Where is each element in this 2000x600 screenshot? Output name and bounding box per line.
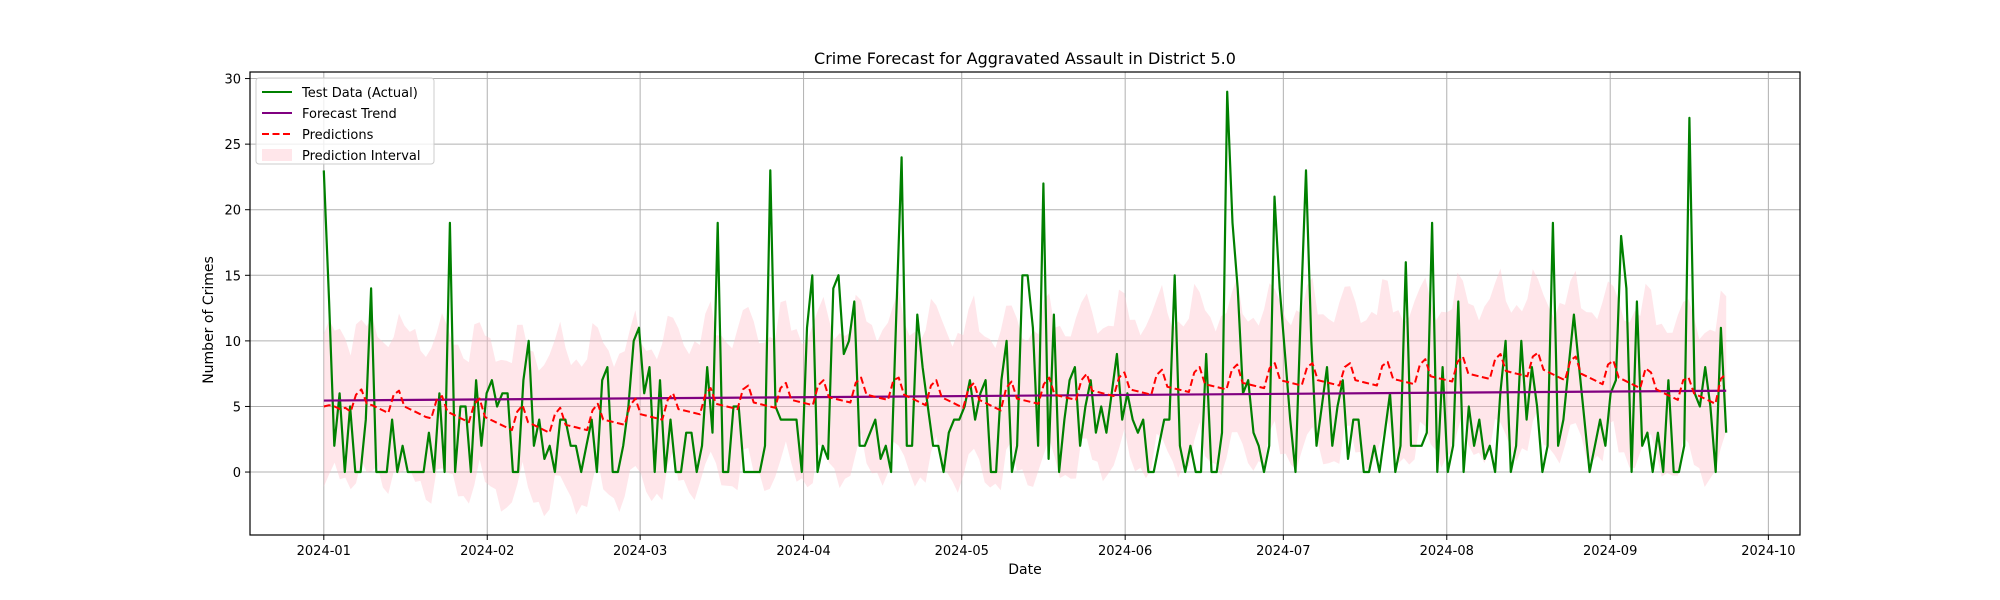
actual-series-line (322, 90, 1728, 474)
x-axis-label: Date (1008, 562, 1041, 578)
legend-item-interval: Prediction Interval (262, 149, 421, 164)
y-tick-label: 0 (233, 466, 241, 481)
y-tick-label: 25 (224, 138, 241, 153)
x-tick-label: 2024-06 (1098, 544, 1152, 559)
y-tick-label: 10 (224, 335, 241, 350)
y-tick-label: 20 (224, 204, 241, 219)
y-axis-label: Number of Crimes (201, 256, 217, 384)
chart-title: Crime Forecast for Aggravated Assault in… (814, 49, 1236, 68)
x-tick-label: 2024-10 (1741, 544, 1795, 559)
plot-frame (249, 71, 1801, 536)
x-tick-label: 2024-03 (613, 544, 667, 559)
legend-label: Test Data (Actual) (301, 86, 418, 101)
legend-label: Prediction Interval (302, 149, 421, 164)
legend-item-trend: Forecast Trend (262, 107, 397, 122)
legend-item-actual: Test Data (Actual) (262, 86, 418, 101)
legend-item-predictions: Predictions (262, 128, 374, 143)
x-tick-label: 2024-05 (935, 544, 989, 559)
legend: Test Data (Actual) Forecast Trend Predicti… (255, 77, 435, 165)
legend-box (255, 77, 435, 165)
forecast-trend-line (323, 389, 1727, 402)
y-tick-label: 15 (224, 269, 241, 284)
x-tick-label: 2024-02 (460, 544, 514, 559)
x-tick-label: 2024-07 (1256, 544, 1310, 559)
x-tick-label: 2024-04 (776, 544, 830, 559)
x-tick-label: 2024-08 (1420, 544, 1474, 559)
y-tick-label: 5 (233, 400, 241, 415)
plot-area: 2024-01 2024-02 2024-03 2024-04 2024-05 2024-… (224, 71, 1801, 559)
legend-label: Predictions (302, 128, 374, 143)
x-tick-label: 2024-01 (297, 544, 351, 559)
legend-swatch (262, 149, 292, 161)
y-tick-label: 30 (224, 73, 241, 88)
x-tick-label: 2024-09 (1583, 544, 1637, 559)
predictions-series-line (323, 351, 1727, 434)
legend-label: Forecast Trend (302, 107, 397, 122)
